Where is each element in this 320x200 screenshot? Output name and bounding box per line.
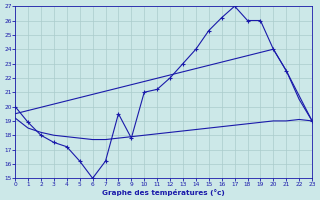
X-axis label: Graphe des températures (°c): Graphe des températures (°c) — [102, 189, 225, 196]
